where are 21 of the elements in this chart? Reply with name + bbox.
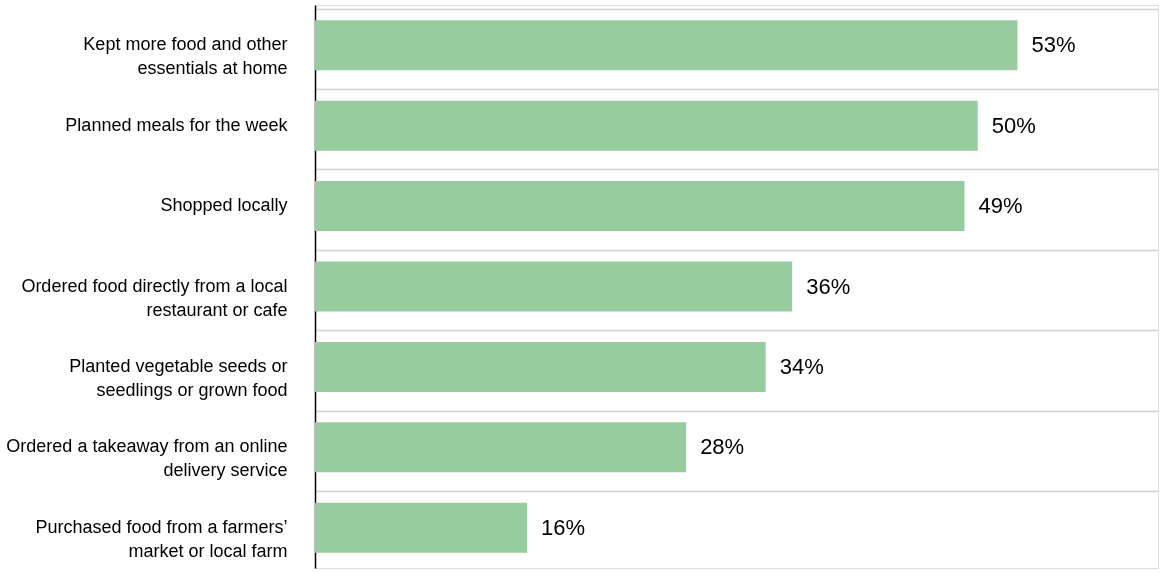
data-label: 49% xyxy=(978,193,1023,219)
bar xyxy=(315,20,1018,71)
data-label: 50% xyxy=(991,112,1036,138)
bar xyxy=(315,181,965,232)
y-tick-label: Purchased food from a farmers’ market or local farm xyxy=(35,516,288,561)
y-tick-label: Planted vegetable seeds or seedlings or grown food xyxy=(69,355,288,400)
y-tick-label: Shopped locally xyxy=(160,195,288,216)
data-label: 16% xyxy=(541,514,586,540)
bar xyxy=(315,502,528,553)
bar xyxy=(315,341,766,392)
data-label: 34% xyxy=(779,353,824,379)
data-label: 53% xyxy=(1031,32,1076,58)
y-tick-label: Kept more food and other essentials at home xyxy=(83,34,288,79)
bar xyxy=(315,422,687,473)
y-tick-label: Ordered a takeaway from an online delivery service xyxy=(6,436,288,481)
bar xyxy=(315,261,793,312)
data-label: 28% xyxy=(700,434,745,460)
y-tick-label: Planned meals for the week xyxy=(65,114,289,135)
data-label: 36% xyxy=(806,273,851,299)
bar xyxy=(315,100,978,151)
y-tick-label: Ordered food directly from a local restaurant or cafe xyxy=(21,275,288,320)
